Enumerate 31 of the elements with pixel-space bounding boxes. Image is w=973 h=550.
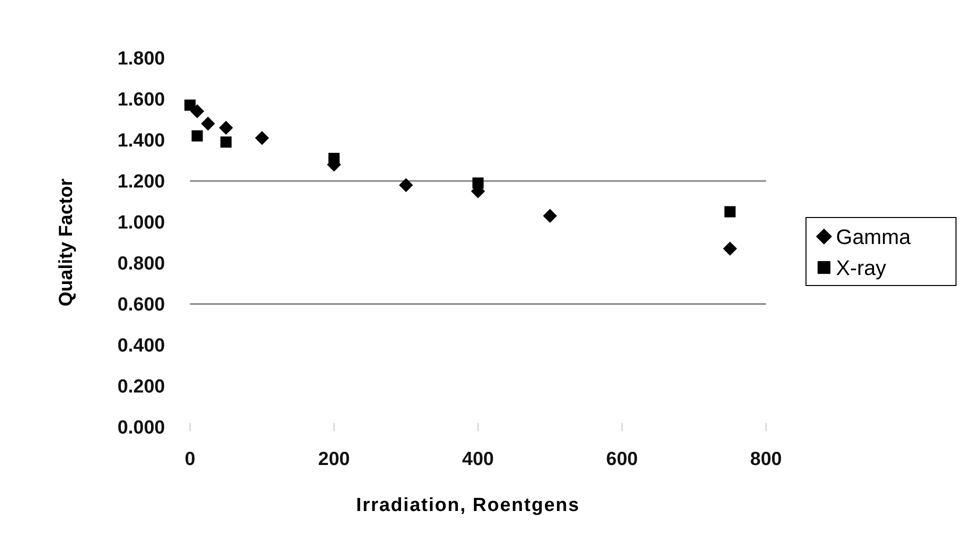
y-tick-label: 1.000 <box>117 212 165 234</box>
y-tick-label: 0.000 <box>117 418 165 439</box>
x-tick-label: 600 <box>606 449 638 470</box>
y-tick-label: 1.600 <box>117 90 165 111</box>
x-tick-label: 800 <box>750 449 782 470</box>
point <box>472 177 484 189</box>
point <box>220 136 232 148</box>
y-tick-label: 1.200 <box>117 172 165 193</box>
y-tick-label: 1.800 <box>117 48 165 70</box>
x-tick-label: 200 <box>318 449 350 470</box>
point <box>201 116 215 131</box>
x-tick-label: 0 <box>184 449 196 470</box>
point <box>219 120 233 135</box>
y-tick-label: 1.400 <box>117 130 165 152</box>
legend-label: Gamma <box>836 226 911 249</box>
y-tick-label: 0.200 <box>117 376 165 398</box>
point <box>184 100 196 111</box>
y-tick-label: 0.400 <box>117 336 165 357</box>
x-axis-title: Irradiation, Roentgens <box>356 495 580 516</box>
y-tick-label: 0.600 <box>117 294 165 316</box>
point <box>192 130 203 142</box>
y-axis-title: Quality Factor <box>56 178 77 306</box>
y-tick-label: 0.800 <box>117 254 165 275</box>
x-tick-label: 400 <box>462 449 494 470</box>
point <box>723 242 737 256</box>
legend-label: X-ray <box>836 256 887 280</box>
point <box>255 130 269 145</box>
point <box>724 206 736 218</box>
point <box>399 178 413 192</box>
point <box>328 152 340 164</box>
point <box>543 208 557 223</box>
